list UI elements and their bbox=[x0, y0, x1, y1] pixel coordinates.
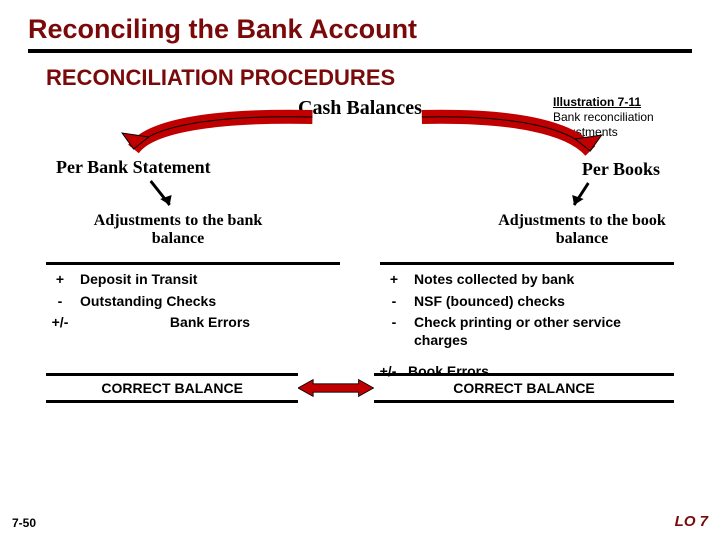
item-text: Check printing or other service charges bbox=[414, 314, 674, 349]
list-rule bbox=[46, 262, 340, 265]
item-text: Notes collected by bank bbox=[414, 271, 674, 289]
list-item: - Outstanding Checks bbox=[46, 293, 340, 311]
list-item: +/- Book Errors bbox=[374, 363, 674, 379]
sign: + bbox=[380, 271, 408, 289]
item-text: Book Errors bbox=[408, 363, 489, 379]
per-bank-label: Per Bank Statement bbox=[56, 157, 211, 178]
book-side-list: + Notes collected by bank - NSF (bounced… bbox=[380, 262, 674, 353]
sign: - bbox=[46, 293, 74, 311]
item-text: Bank Errors bbox=[80, 314, 340, 332]
list-item: +/- Bank Errors bbox=[46, 314, 340, 332]
adj-bank-label: Adjustments to the bank balance bbox=[88, 212, 268, 247]
list-item: - Check printing or other service charge… bbox=[380, 314, 674, 349]
correct-balance-bank: CORRECT BALANCE bbox=[46, 373, 298, 403]
sign: +/- bbox=[374, 363, 402, 379]
per-books-label: Per Books bbox=[582, 159, 660, 180]
subtitle: RECONCILIATION PROCEDURES bbox=[46, 65, 692, 91]
item-text: Deposit in Transit bbox=[80, 271, 340, 289]
page-title: Reconciling the Bank Account bbox=[28, 14, 692, 45]
sign: - bbox=[380, 293, 408, 311]
slide-number: 7-50 bbox=[12, 516, 36, 530]
list-item: + Notes collected by bank bbox=[380, 271, 674, 289]
list-rule bbox=[380, 262, 674, 265]
list-item: - NSF (bounced) checks bbox=[380, 293, 674, 311]
bank-side-list: + Deposit in Transit - Outstanding Check… bbox=[46, 262, 340, 353]
sign: +/- bbox=[46, 314, 74, 332]
correct-balance-row: CORRECT BALANCE +/- Book Errors CORRECT … bbox=[46, 373, 674, 403]
learning-objective: LO 7 bbox=[675, 513, 708, 530]
sign: - bbox=[380, 314, 408, 349]
item-text: NSF (bounced) checks bbox=[414, 293, 674, 311]
cash-balances-label: Cash Balances bbox=[298, 97, 422, 120]
adjustment-lists: + Deposit in Transit - Outstanding Check… bbox=[46, 262, 674, 353]
sign: + bbox=[46, 271, 74, 289]
adj-books-label: Adjustments to the book balance bbox=[492, 212, 672, 247]
flow-diagram: Cash Balances Per Bank Statement Per Boo… bbox=[46, 97, 674, 262]
item-text: Outstanding Checks bbox=[80, 293, 340, 311]
double-arrow-icon bbox=[298, 376, 374, 400]
title-rule bbox=[28, 49, 692, 53]
list-item: + Deposit in Transit bbox=[46, 271, 340, 289]
